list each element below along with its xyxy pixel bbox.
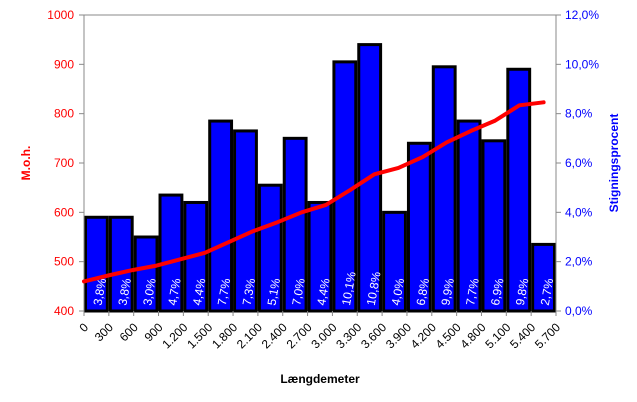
bar bbox=[307, 200, 333, 313]
x-tick-label: 3.300 bbox=[333, 320, 364, 351]
left-tick-label: 500 bbox=[54, 255, 74, 269]
bar bbox=[282, 136, 308, 313]
data-label: 9,9% bbox=[438, 277, 457, 307]
right-axis-title: Stigningsprocent bbox=[607, 114, 621, 213]
right-tick-label: 12,0% bbox=[565, 8, 599, 22]
x-tick-label: 4.500 bbox=[433, 320, 464, 351]
data-label: 6,9% bbox=[488, 277, 507, 307]
left-tick-label: 700 bbox=[54, 156, 74, 170]
bar bbox=[84, 215, 109, 313]
x-tick-label: 3.000 bbox=[308, 320, 339, 351]
x-tick-label: 300 bbox=[92, 320, 116, 344]
x-tick-label: 1.200 bbox=[159, 320, 190, 351]
bar bbox=[531, 242, 557, 313]
data-label: 3,8% bbox=[91, 277, 110, 307]
left-tick-label: 1000 bbox=[47, 8, 74, 22]
bar bbox=[382, 210, 407, 313]
data-label: 7,7% bbox=[215, 277, 234, 307]
right-tick-label: 0,0% bbox=[565, 304, 593, 318]
data-label: 5,1% bbox=[264, 277, 283, 307]
bar bbox=[108, 215, 134, 313]
bar bbox=[257, 183, 283, 313]
right-tick-label: 8,0% bbox=[565, 107, 593, 121]
right-tick-label: 4,0% bbox=[565, 205, 593, 219]
bar bbox=[208, 119, 234, 313]
x-tick-label: 1.800 bbox=[209, 320, 240, 351]
data-label: 4,4% bbox=[314, 277, 333, 307]
x-tick-label: 0 bbox=[76, 320, 91, 335]
bar bbox=[133, 235, 159, 313]
x-tick-label: 2.100 bbox=[234, 320, 265, 351]
data-label: 10,1% bbox=[339, 270, 359, 306]
data-label: 7,3% bbox=[240, 277, 259, 307]
bar bbox=[431, 65, 457, 313]
x-tick-label: 2.400 bbox=[259, 320, 290, 351]
left-tick-label: 400 bbox=[54, 304, 74, 318]
right-tick-label: 2,0% bbox=[565, 255, 593, 269]
data-label: 9,8% bbox=[513, 277, 532, 307]
bar bbox=[481, 139, 507, 313]
x-tick-label: 2.700 bbox=[284, 320, 315, 351]
x-tick-label: 4.200 bbox=[408, 320, 439, 351]
bar bbox=[506, 67, 532, 313]
data-label: 6,8% bbox=[414, 277, 433, 307]
x-tick-label: 3.600 bbox=[358, 320, 389, 351]
right-tick-label: 10,0% bbox=[565, 57, 599, 71]
data-label: 4,0% bbox=[389, 277, 408, 307]
x-tick-label: 4.800 bbox=[457, 320, 488, 351]
x-tick-label: 600 bbox=[117, 320, 141, 344]
data-label: 7,7% bbox=[463, 277, 482, 307]
data-label: 3,0% bbox=[140, 277, 159, 307]
left-tick-label: 600 bbox=[54, 205, 74, 219]
data-label: 7,0% bbox=[289, 277, 308, 307]
data-label: 2,7% bbox=[538, 277, 557, 307]
left-axis-title: M.o.h. bbox=[19, 146, 33, 181]
left-tick-label: 900 bbox=[54, 57, 74, 71]
bar bbox=[158, 193, 184, 313]
bar bbox=[406, 141, 432, 313]
right-tick-label: 6,0% bbox=[565, 156, 593, 170]
data-label: 10,8% bbox=[364, 270, 384, 306]
x-tick-label: 5.100 bbox=[482, 320, 513, 351]
x-axis-title: Længdemeter bbox=[280, 372, 360, 386]
x-tick-label: 5.700 bbox=[532, 320, 563, 351]
data-label: 4,7% bbox=[165, 277, 184, 307]
x-tick-label: 5.400 bbox=[507, 320, 538, 351]
data-label: 3,8% bbox=[115, 277, 134, 307]
x-tick-label: 1.500 bbox=[184, 320, 215, 351]
x-tick-label: 3.900 bbox=[383, 320, 414, 351]
data-label: 4,4% bbox=[190, 277, 209, 307]
left-tick-label: 800 bbox=[54, 107, 74, 121]
bar bbox=[456, 119, 482, 313]
bar bbox=[233, 129, 258, 313]
elevation-line bbox=[82, 100, 546, 284]
